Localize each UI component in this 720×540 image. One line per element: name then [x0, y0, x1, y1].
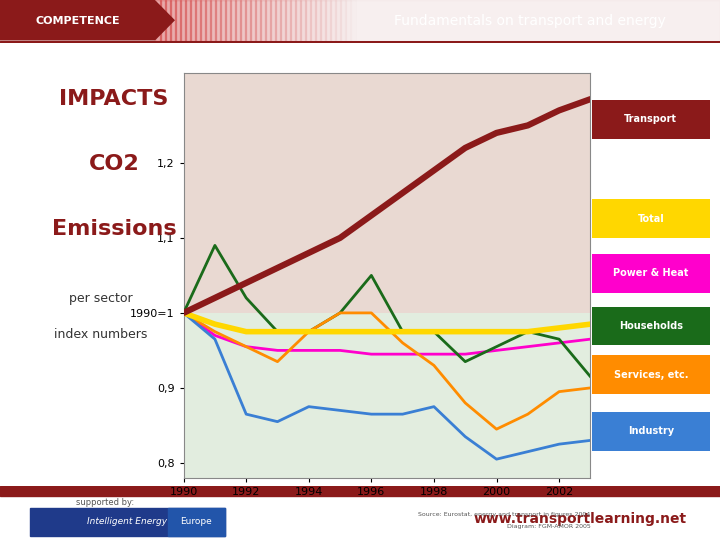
Bar	[200, 0, 206, 40]
Bar	[300, 0, 306, 40]
Bar	[215, 0, 221, 40]
Bar	[305, 0, 311, 40]
Bar	[345, 0, 351, 40]
Bar	[245, 0, 251, 40]
Text: www.transportlearning.net: www.transportlearning.net	[474, 512, 687, 526]
Bar	[195, 0, 201, 40]
Bar	[235, 0, 241, 40]
Bar	[210, 0, 216, 40]
Bar	[260, 0, 266, 40]
Bar	[170, 0, 176, 40]
Bar	[180, 0, 186, 40]
Bar	[270, 0, 276, 40]
Text: IMPACTS: IMPACTS	[59, 89, 168, 109]
Bar	[350, 0, 356, 40]
Bar	[592, 307, 710, 345]
Bar	[280, 0, 286, 40]
Bar	[30, 508, 225, 536]
Bar	[184, 73, 590, 313]
Bar	[184, 313, 590, 478]
Bar	[175, 0, 181, 40]
Bar	[592, 199, 710, 238]
Text: Diagram: FGM-AMOR 2005: Diagram: FGM-AMOR 2005	[507, 524, 590, 530]
Bar	[220, 0, 226, 40]
Bar	[185, 0, 191, 40]
Text: Services, etc.: Services, etc.	[613, 369, 688, 380]
Bar	[330, 0, 336, 40]
Bar	[255, 0, 261, 40]
Text: Total: Total	[637, 214, 664, 224]
Text: Households: Households	[618, 321, 683, 331]
Bar	[340, 0, 346, 40]
Text: Intelligent Energy: Intelligent Energy	[87, 517, 167, 526]
Text: Transport: Transport	[624, 114, 678, 125]
Bar	[190, 0, 196, 40]
Text: Power & Heat: Power & Heat	[613, 268, 688, 279]
Text: Industry: Industry	[628, 426, 674, 436]
Bar	[0, 486, 720, 496]
Bar	[310, 0, 316, 40]
Bar	[325, 0, 331, 40]
Text: CO2: CO2	[89, 154, 139, 174]
Bar	[160, 0, 166, 40]
Bar	[240, 0, 246, 40]
Text: Fundamentals on transport and energy: Fundamentals on transport and energy	[394, 14, 666, 28]
Bar	[230, 0, 236, 40]
Bar	[225, 0, 231, 40]
Bar	[205, 0, 211, 40]
Bar	[285, 0, 291, 40]
Bar	[335, 0, 341, 40]
Bar	[315, 0, 321, 40]
Text: index numbers: index numbers	[54, 328, 148, 341]
Bar	[290, 0, 296, 40]
Bar	[168, 508, 225, 536]
Bar	[265, 0, 271, 40]
Bar	[275, 0, 281, 40]
Text: Emissions: Emissions	[52, 219, 176, 239]
Text: per sector: per sector	[69, 292, 132, 305]
Bar	[295, 0, 301, 40]
Bar	[592, 355, 710, 394]
Bar	[250, 0, 256, 40]
Text: Source: Eurostat, energy and transport in figures 2004: Source: Eurostat, energy and transport i…	[418, 512, 590, 517]
Bar	[165, 0, 171, 40]
Polygon shape	[0, 0, 175, 40]
Bar	[155, 0, 161, 40]
Bar	[592, 254, 710, 293]
Text: Europe: Europe	[180, 517, 212, 526]
Bar	[320, 0, 326, 40]
Bar	[592, 100, 710, 139]
Text: COMPETENCE: COMPETENCE	[36, 16, 120, 26]
Text: supported by:: supported by:	[76, 498, 134, 507]
Bar	[592, 412, 710, 450]
